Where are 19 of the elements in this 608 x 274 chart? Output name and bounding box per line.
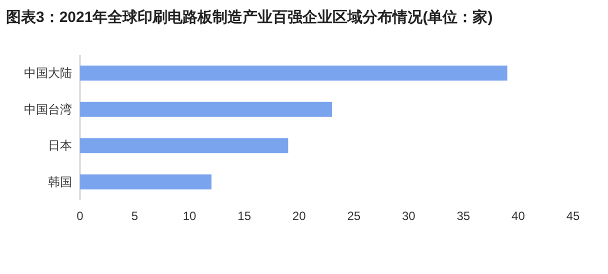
- y-tick-label: 中国大陆: [24, 66, 72, 80]
- bar: [80, 174, 212, 190]
- x-tick-label: 15: [238, 209, 252, 223]
- x-tick-label: 0: [76, 209, 84, 223]
- y-tick-label: 中国台湾: [24, 102, 72, 116]
- y-tick-label: 日本: [48, 138, 72, 153]
- x-tick-label: 5: [131, 209, 138, 223]
- x-tick-label: 45: [566, 209, 580, 223]
- x-tick-label: 10: [182, 209, 197, 223]
- x-tick-label: 20: [292, 209, 306, 223]
- x-tick-label: 40: [512, 209, 526, 223]
- y-tick-label: 韩国: [48, 174, 72, 189]
- bar: [80, 138, 288, 154]
- chart-title: 图表3：2021年全球印刷电路板制造产业百强企业区域分布情况(单位：家): [6, 8, 493, 26]
- x-tick-label: 30: [402, 209, 416, 223]
- bar: [80, 66, 508, 81]
- x-tick-label: 25: [347, 209, 361, 223]
- x-tick-label: 35: [456, 209, 470, 223]
- bar: [80, 102, 332, 117]
